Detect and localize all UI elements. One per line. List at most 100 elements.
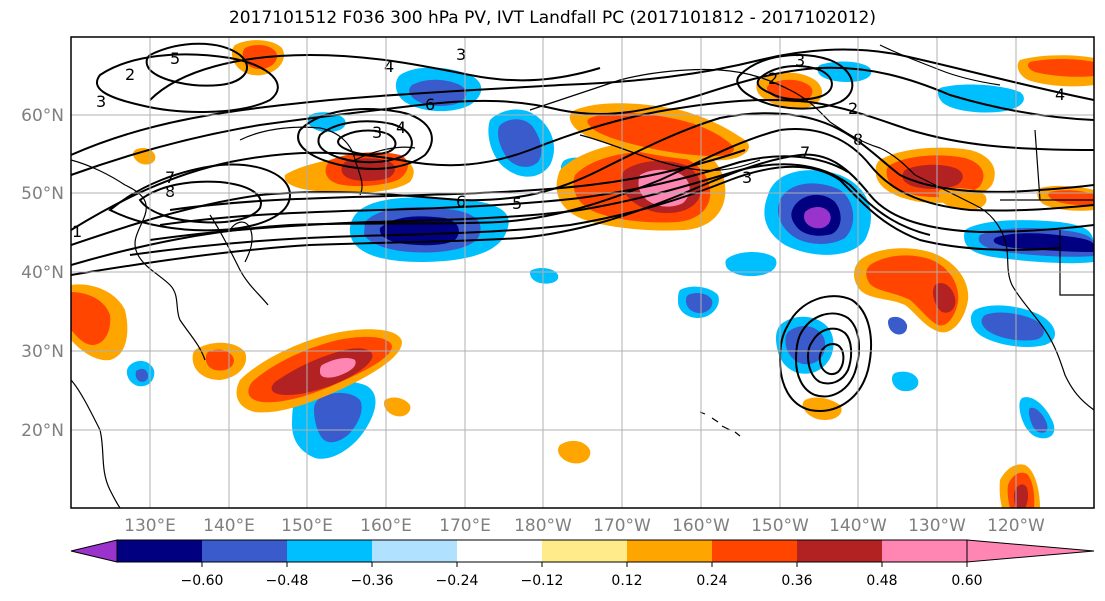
contour-label: 6 [425, 95, 435, 114]
pv-contour [794, 312, 861, 398]
lat-label: 30°N [21, 342, 64, 362]
contour-label: 3 [742, 168, 752, 187]
lat-label: 50°N [21, 184, 64, 204]
lon-label: 130°W [908, 516, 966, 536]
contour-label: 2 [768, 69, 778, 88]
colorbar-tick-label: −0.60 [181, 573, 224, 589]
colorbar-segment [627, 540, 712, 562]
coastline-asia [71, 159, 206, 508]
lon-label: 150°E [281, 516, 333, 536]
contour-label: 5 [170, 49, 180, 68]
colorbar-segment [542, 540, 627, 562]
lon-label: 150°W [751, 516, 809, 536]
pv-contour [149, 163, 931, 241]
pos-blob-subtropic-streak-p [320, 357, 356, 378]
lon-label: 130°E [124, 516, 176, 536]
neg-blob-gulf-alaska-peak [804, 206, 831, 229]
map-title: 2017101512 F036 300 hPa PV, IVT Landfall… [228, 8, 876, 28]
contour-label: 6 [456, 192, 466, 211]
contour-label: 8 [165, 182, 175, 201]
lon-label: 170°E [439, 516, 491, 536]
contour-label: 3 [372, 123, 382, 142]
colorbar-extend-high [966, 539, 1095, 563]
contour-label: 3 [795, 51, 805, 70]
longitude-labels: 130°E 140°E 150°E 160°E 170°E 180°W 170°… [124, 516, 1045, 536]
colorbar-segment [117, 540, 202, 562]
contour-label: 7 [165, 168, 175, 187]
colorbar-segment [882, 540, 967, 562]
pv-contour [806, 327, 853, 385]
contour-label: 3 [96, 92, 106, 111]
coastline-alaska [529, 68, 916, 176]
contour-label: 4 [1055, 85, 1065, 104]
neg-blob-west-us-inner [993, 233, 1094, 252]
coastlines [71, 44, 1094, 508]
pv-contour [756, 65, 833, 101]
pv-contour [138, 180, 262, 224]
colorbar-tick-label: −0.36 [351, 573, 394, 589]
pv-contour [145, 42, 248, 87]
colorbar-tick-label: 0.24 [696, 573, 727, 589]
pv-contour [71, 48, 1094, 156]
contour-label: 3 [456, 45, 466, 64]
pos-blob-aleutian-o [587, 112, 735, 156]
lat-label: 60°N [21, 106, 64, 126]
neg-blob-small-2 [725, 252, 777, 277]
colorbar-segment [712, 540, 797, 562]
contour-label: 4 [384, 57, 394, 76]
colorbar-tick-label: −0.24 [436, 573, 479, 589]
contour-label: 7 [800, 143, 810, 162]
coastline-canada-interior [879, 44, 1094, 296]
pv-contour [337, 129, 397, 156]
pv-contour [129, 165, 1061, 256]
pv-contour [818, 343, 845, 376]
latitude-labels: 60°N 50°N 40°N 30°N 20°N [21, 106, 64, 441]
contour-label: 2 [848, 99, 858, 118]
lat-label: 40°N [21, 263, 64, 283]
colorbar-tick-label: 0.48 [866, 573, 897, 589]
pv-contour [108, 163, 292, 232]
colorbar-tick-label: −0.48 [266, 573, 309, 589]
pv-contour [95, 53, 279, 113]
lon-label: 160°E [360, 516, 412, 536]
neg-blob-small-4 [892, 371, 919, 392]
colorbar-tick-label: 0.36 [781, 573, 812, 589]
lon-label: 140°E [203, 516, 255, 536]
lon-label: 140°W [829, 516, 887, 536]
contour-label: 5 [512, 194, 522, 213]
lat-label: 20°N [21, 421, 64, 441]
colorbar-extend-low [70, 539, 118, 563]
lon-label: 160°W [672, 516, 730, 536]
neg-blob-baja-core [981, 312, 1044, 341]
coastline-aleutians [579, 134, 761, 172]
contour-label: 1 [72, 222, 82, 241]
pv-contour [71, 99, 1094, 231]
pos-blob-small-e [802, 397, 842, 420]
contour-label: 4 [396, 118, 406, 137]
neg-blob-small-1-core [686, 292, 713, 314]
colorbar-segment [287, 540, 372, 562]
pos-blob-small-d [384, 397, 411, 417]
map-frame [70, 36, 1095, 509]
coastline-na-west [914, 174, 1094, 411]
colorbar-tick-label: 0.60 [951, 573, 982, 589]
neg-blob-small-8b [937, 84, 1024, 113]
coastline-korea-japan [209, 214, 269, 306]
neg-blob-small-5 [888, 316, 908, 335]
lon-label: 180°W [514, 516, 572, 536]
colorbar-tick-label: 0.12 [611, 573, 642, 589]
colorbar-ticks [201, 562, 968, 567]
pos-blob-hawaii-ne-o [866, 255, 959, 326]
colorbar-segment [457, 540, 542, 562]
pos-blob-hawaii-ne-r [933, 283, 956, 313]
neg-blob-small-3-core [1029, 407, 1048, 433]
pv-contour [159, 155, 849, 226]
neg-blob-bering-core [497, 119, 542, 167]
coastline-hawaii [699, 411, 741, 437]
pos-blob-small-b-o [71, 292, 111, 345]
pv-contour [317, 120, 413, 164]
pos-blob-small-f-r [1013, 484, 1029, 508]
colorbar: −0.60 −0.48 −0.36 −0.24 −0.12 0.12 0.24 … [70, 539, 1095, 589]
pv-contour [71, 128, 1094, 266]
